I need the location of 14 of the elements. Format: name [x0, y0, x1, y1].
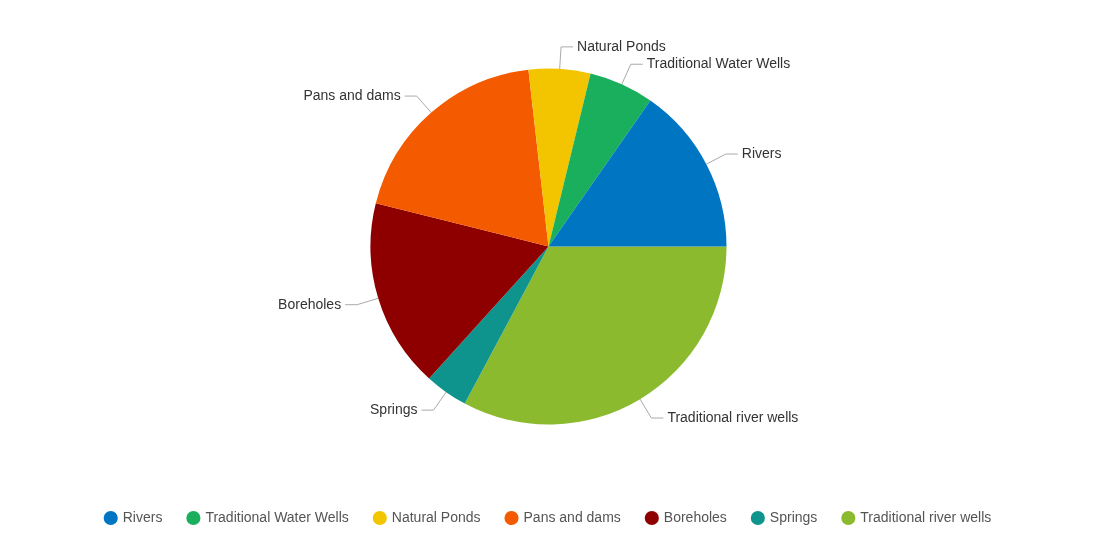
legend-label: Pans and dams	[523, 508, 621, 525]
slice-label: Traditional Water Wells	[646, 55, 791, 72]
slice-label: Boreholes	[278, 295, 342, 312]
legend-label: Natural Ponds	[391, 508, 481, 525]
legend-label: Traditional Water Wells	[205, 508, 349, 525]
slice-label: Rivers	[741, 144, 782, 161]
legend-label: Traditional river wells	[860, 508, 992, 525]
slice-label: Natural Ponds	[577, 37, 666, 54]
slice-label: Pans and dams	[303, 86, 401, 103]
slice-label: Traditional river wells	[667, 408, 799, 425]
legend-label: Boreholes	[663, 508, 727, 525]
legend-label: Rivers	[122, 508, 163, 525]
legend-label: Springs	[769, 508, 818, 525]
slice-label: Springs	[370, 400, 418, 417]
